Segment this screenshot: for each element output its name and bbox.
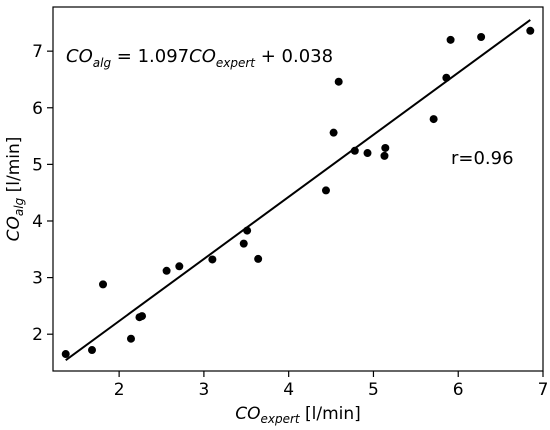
data-point bbox=[477, 33, 486, 42]
data-point bbox=[321, 186, 330, 195]
y-tick-label: 6 bbox=[32, 99, 43, 119]
y-tick-label: 3 bbox=[32, 269, 43, 289]
x-tick-label: 3 bbox=[198, 380, 209, 400]
data-point bbox=[334, 77, 343, 86]
axes-frame bbox=[52, 6, 544, 372]
data-point bbox=[99, 280, 108, 289]
data-point bbox=[446, 35, 455, 44]
x-tick-label: 7 bbox=[538, 380, 549, 400]
data-point bbox=[239, 239, 248, 248]
x-tick-label: 2 bbox=[114, 380, 125, 400]
data-point bbox=[329, 128, 338, 137]
x-axis-label: COexpert [l/min] bbox=[235, 404, 361, 426]
data-point bbox=[381, 143, 390, 152]
y-axis: 2 3 4 5 6 7 bbox=[32, 42, 53, 345]
fit-equation: COalg = 1.097COexpert + 0.038 bbox=[66, 46, 333, 70]
data-point bbox=[363, 149, 372, 158]
fit-line bbox=[65, 19, 531, 362]
data-point bbox=[350, 146, 359, 155]
data-point bbox=[175, 262, 184, 271]
y-axis-label: COalg [l/min] bbox=[4, 137, 26, 242]
x-axis: 2 3 4 5 6 7 bbox=[114, 371, 549, 400]
data-point bbox=[442, 73, 451, 82]
y-tick-label: 5 bbox=[32, 155, 43, 175]
y-tick-label: 2 bbox=[32, 325, 43, 345]
data-point bbox=[208, 255, 217, 264]
data-point bbox=[243, 226, 252, 235]
data-point bbox=[380, 151, 389, 160]
y-tick-label: 4 bbox=[32, 212, 43, 232]
correlation-label: r=0.96 bbox=[451, 148, 514, 169]
data-point bbox=[126, 334, 135, 343]
data-point bbox=[162, 266, 171, 275]
x-tick-label: 6 bbox=[453, 380, 464, 400]
data-point bbox=[61, 350, 70, 359]
data-point bbox=[87, 346, 96, 355]
data-point bbox=[254, 254, 263, 263]
x-tick-label: 4 bbox=[283, 380, 294, 400]
y-tick-label: 7 bbox=[32, 42, 43, 62]
data-point bbox=[138, 312, 147, 321]
plot-area bbox=[61, 19, 535, 362]
x-tick-label: 5 bbox=[368, 380, 379, 400]
data-point bbox=[429, 115, 438, 124]
data-point bbox=[526, 26, 535, 35]
